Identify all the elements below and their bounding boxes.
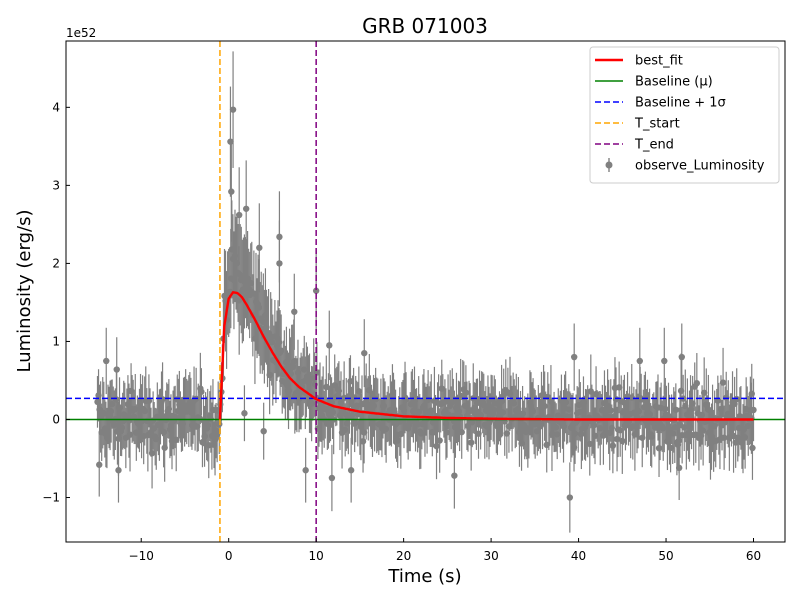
data-point: [672, 406, 680, 414]
data-point: [467, 439, 475, 446]
data-point: [276, 260, 283, 267]
data-point: [748, 390, 755, 397]
data-point: [198, 388, 205, 395]
legend-label: T_start: [634, 117, 680, 132]
legend-label: Baseline + 1σ: [635, 96, 726, 111]
data-point: [678, 353, 685, 361]
y-tick-label: 3: [52, 178, 60, 192]
x-axis-label: Time (s): [387, 566, 461, 587]
data-point: [241, 410, 248, 417]
x-tick-label: 10: [309, 549, 324, 563]
x-tick-label: 20: [396, 549, 411, 563]
y-tick-label: 0: [52, 412, 60, 426]
data-point: [256, 244, 263, 251]
data-point: [612, 396, 620, 403]
data-point: [228, 188, 235, 195]
y-offset-label: 1e52: [66, 26, 96, 40]
data-point: [719, 379, 727, 386]
data-point: [451, 472, 458, 479]
data-point: [462, 389, 470, 396]
data-point: [433, 442, 440, 450]
data-point: [312, 287, 320, 294]
x-tick-label: 0: [225, 549, 233, 563]
best-fit-curve: [218, 291, 754, 421]
data-point: [541, 402, 548, 410]
legend: best_fit Baseline (μ) Baseline + 1σ T_start…: [589, 46, 780, 184]
legend-label: observe_Luminosity: [635, 159, 765, 174]
data-point: [693, 380, 701, 387]
y-axis-label: Luminosity (erg/s): [14, 210, 35, 373]
chart-title: GRB 071003: [362, 14, 488, 38]
legend-label: best_fit: [635, 54, 683, 69]
y-tick-label: 1: [52, 334, 60, 348]
y-tick-label: 4: [52, 100, 60, 114]
y-tick-label: −1: [42, 491, 60, 505]
legend-label: T_end: [634, 138, 674, 153]
data-point: [355, 388, 363, 395]
axes-frame: [65, 40, 786, 543]
data-point: [302, 467, 309, 474]
x-tick-label: 60: [746, 549, 761, 563]
data-point: [115, 467, 122, 474]
data-point: [655, 444, 663, 452]
data-point: [590, 422, 598, 429]
x-tick-label: 40: [571, 549, 586, 563]
data-point: [347, 467, 355, 474]
data-point: [291, 308, 298, 315]
data-point: [662, 405, 669, 413]
data-point: [235, 211, 243, 219]
data-point: [260, 427, 267, 435]
data-point: [361, 349, 368, 357]
data-point: [436, 437, 443, 444]
data-point: [359, 438, 367, 445]
data-point: [103, 357, 110, 365]
data-point: [661, 357, 668, 365]
legend-swatch: [605, 161, 613, 169]
data-point: [609, 442, 617, 449]
x-tick-label: 50: [658, 549, 673, 563]
data-point: [570, 353, 578, 361]
data-point: [675, 464, 683, 472]
data-point: [229, 106, 237, 113]
legend-box: [589, 46, 780, 184]
legend-label: Baseline (μ): [635, 75, 713, 90]
data-point: [636, 357, 644, 365]
data-point: [749, 444, 756, 452]
x-tick-label: −10: [129, 549, 154, 563]
x-tick-label: 30: [483, 549, 498, 563]
data-point: [159, 396, 166, 403]
data-point: [242, 205, 250, 212]
data-point: [227, 138, 234, 145]
data-point: [566, 494, 574, 501]
data-point: [607, 407, 614, 414]
data-point: [113, 366, 120, 373]
data-point: [326, 342, 333, 349]
data-point: [328, 474, 336, 482]
data-point: [619, 437, 626, 445]
plot-area: [66, 41, 785, 542]
y-tick-label: 2: [52, 256, 60, 270]
data-point: [458, 428, 465, 436]
data-point: [96, 461, 103, 468]
best-fit-series: [218, 291, 754, 421]
